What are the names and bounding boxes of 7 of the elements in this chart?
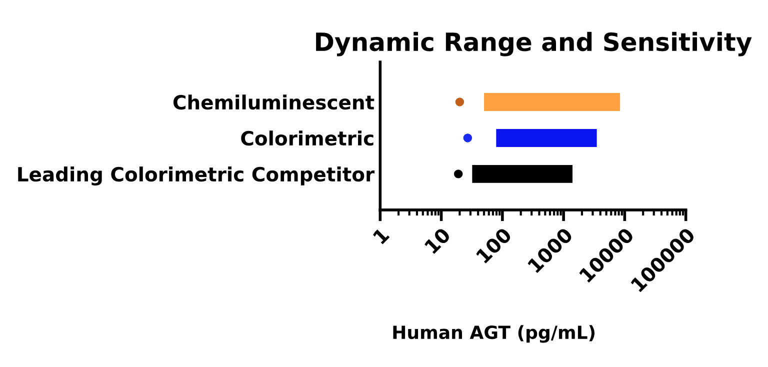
x-axis-title: Human AGT (pg/mL)	[393, 325, 594, 343]
y-tick-label: Chemiluminescent	[173, 94, 374, 110]
y-tick-label: Colorimetric	[241, 130, 374, 146]
chart-title: Dynamic Range and Sensitivity	[316, 32, 752, 56]
y-tick-label: Leading Colorimetric Competitor	[18, 166, 375, 186]
x-tick-label: 1	[372, 227, 390, 244]
x-tick-label: 10	[424, 226, 452, 254]
